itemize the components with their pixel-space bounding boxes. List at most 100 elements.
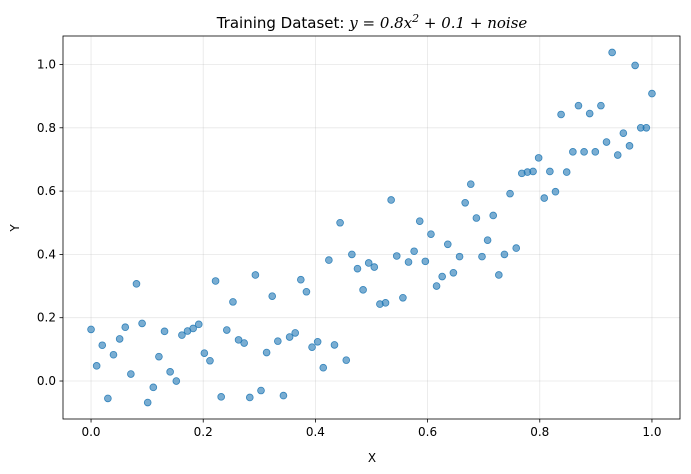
scatter-point	[449, 268, 458, 277]
scatter-point	[211, 277, 220, 285]
scatter-point	[461, 199, 469, 207]
scatter-point	[132, 280, 141, 288]
scatter-point	[506, 189, 514, 198]
scatter-point	[489, 211, 498, 220]
scatter-point	[569, 148, 577, 156]
scatter-point	[432, 282, 441, 290]
scatter-point	[222, 326, 231, 334]
x-tick-label: 0.2	[194, 425, 213, 439]
scatter-point	[245, 393, 254, 402]
scatter-point	[297, 275, 305, 284]
x-axis-label: X	[368, 451, 376, 465]
scatter-point	[121, 323, 130, 332]
x-tick-label: 0.6	[418, 425, 437, 439]
scatter-point	[127, 370, 135, 378]
scatter-point	[392, 252, 401, 260]
title-formula: y = 0.8x	[348, 14, 412, 32]
scatter-point	[597, 101, 605, 110]
scatter-point	[251, 271, 260, 279]
scatter-point	[160, 327, 169, 336]
y-tick-label: 1.0	[37, 57, 56, 71]
scatter-point	[608, 48, 616, 57]
scatter-point	[455, 252, 464, 261]
scatter-point	[262, 348, 271, 357]
scatter-point	[591, 148, 600, 156]
scatter-point	[279, 391, 288, 400]
y-tick-label: 0.2	[37, 311, 56, 325]
y-axis-ticks: 0.0 0.2 0.4 0.6 0.8 1.0	[37, 57, 63, 388]
scatter-point	[410, 247, 418, 256]
scatter-point	[642, 123, 651, 132]
scatter-point	[551, 187, 560, 196]
scatter-point	[172, 377, 181, 385]
scatter-point	[631, 61, 639, 70]
scatter-point	[404, 258, 413, 266]
scatter-point	[580, 148, 588, 156]
scatter-point	[342, 356, 351, 364]
y-tick-label: 0.6	[37, 184, 56, 198]
scatter-point	[387, 196, 395, 204]
scatter-point	[512, 244, 521, 252]
scatter-point	[472, 214, 481, 222]
scatter-point	[206, 356, 214, 365]
scatter-point	[217, 393, 225, 401]
scatter-point	[427, 230, 435, 238]
scatter-point	[602, 138, 611, 146]
plot-frame	[62, 35, 681, 420]
scatter-point	[546, 167, 554, 176]
x-axis-ticks: 0.0 0.2 0.4 0.6 0.8 1.0	[81, 419, 662, 439]
y-tick-label: 0.0	[37, 374, 56, 388]
scatter-point	[359, 286, 367, 294]
y-axis-label: Y	[8, 224, 22, 233]
scatter-point	[619, 129, 628, 137]
scatter-point	[478, 252, 486, 261]
scatter-point	[268, 292, 277, 300]
scatter-point	[574, 101, 583, 110]
scatter-point	[330, 341, 339, 349]
data-points	[87, 48, 656, 407]
x-tick-label: 0.4	[306, 425, 325, 439]
title-suffix: + 0.1 +	[419, 14, 487, 32]
scatter-point	[138, 319, 146, 328]
scatter-point	[240, 339, 248, 347]
scatter-point	[115, 335, 124, 343]
scatter-point	[189, 324, 197, 333]
scatter-point	[438, 272, 446, 281]
scatter-point	[194, 320, 203, 329]
scatter-point	[200, 349, 209, 357]
scatter-point	[308, 343, 316, 351]
scatter-point	[98, 341, 107, 350]
scatter-point	[149, 383, 158, 392]
scatter-point	[562, 168, 571, 176]
x-tick-label: 1.0	[642, 425, 661, 439]
scatter-point	[325, 256, 333, 264]
x-tick-label: 0.0	[81, 425, 100, 439]
scatter-point	[166, 368, 174, 376]
scatter-point	[274, 337, 282, 345]
scatter-point	[364, 259, 373, 267]
scatter-point	[370, 263, 379, 271]
title-prefix: Training Dataset:	[216, 14, 350, 32]
scatter-point	[92, 362, 101, 370]
scatter-point	[529, 167, 537, 176]
scatter-point	[381, 299, 390, 307]
title-exponent: 2	[411, 12, 419, 25]
scatter-point	[87, 325, 95, 334]
chart-title: Training Dataset: y = 0.8x2 + 0.1 + nois…	[216, 12, 528, 32]
scatter-point	[443, 240, 452, 249]
y-tick-label: 0.4	[37, 247, 56, 261]
scatter-point	[178, 331, 186, 339]
scatter-point	[143, 398, 152, 407]
scatter-point	[109, 350, 118, 359]
scatter-point	[466, 180, 475, 188]
scatter-point	[495, 271, 503, 279]
scatter-point	[302, 287, 311, 296]
scatter-point	[421, 257, 430, 266]
scatter-point	[415, 217, 424, 225]
scatter-point	[534, 154, 543, 162]
scatter-point	[234, 336, 243, 344]
scatter-point	[257, 386, 265, 395]
scatter-point	[291, 329, 300, 337]
scatter-point	[229, 298, 237, 306]
